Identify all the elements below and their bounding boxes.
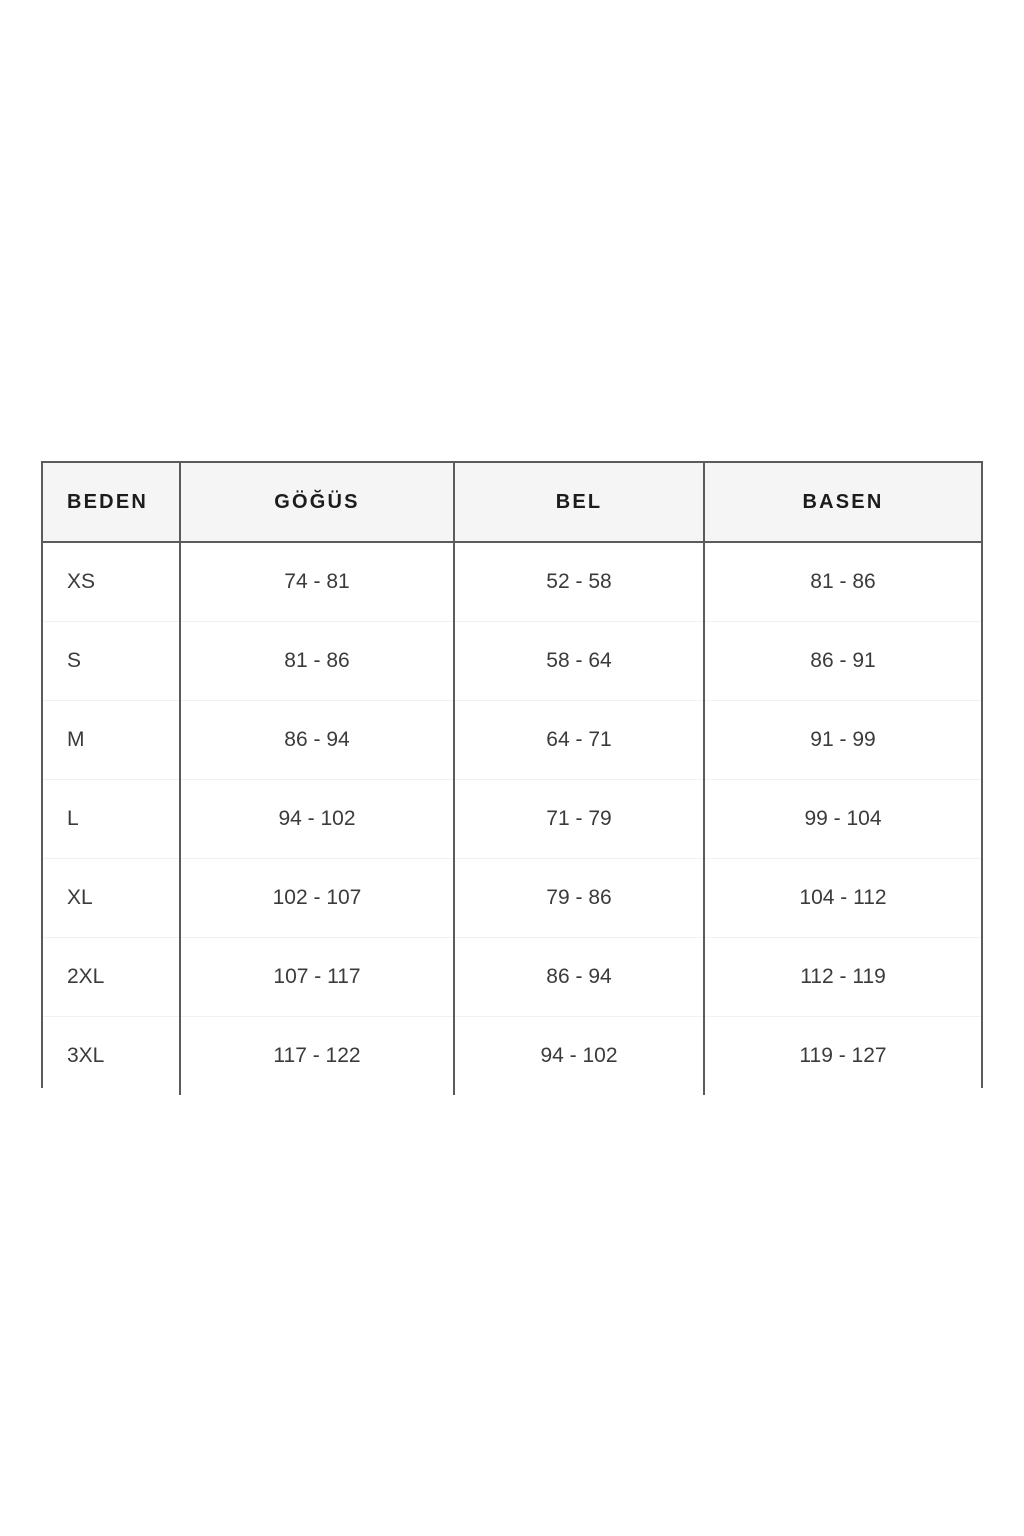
table-row: 2XL 107 - 117 86 - 94 112 - 119 [43,937,981,1017]
table-row: XL 102 - 107 79 - 86 104 - 112 [43,858,981,938]
cell-waist: 71 - 79 [454,779,705,859]
cell-size: L [43,779,181,859]
size-chart-table: BEDEN GÖĞÜS BEL BASEN XS 74 - 81 52 - 58… [43,463,981,1095]
cell-hip: 91 - 99 [704,700,981,780]
table-row: M 86 - 94 64 - 71 91 - 99 [43,700,981,780]
cell-waist: 86 - 94 [454,937,705,1017]
table-row: L 94 - 102 71 - 79 99 - 104 [43,779,981,859]
cell-hip: 119 - 127 [704,1016,981,1095]
table-row: S 81 - 86 58 - 64 86 - 91 [43,621,981,701]
cell-size: S [43,621,181,701]
cell-chest: 102 - 107 [180,858,455,938]
cell-hip: 112 - 119 [704,937,981,1017]
cell-waist: 79 - 86 [454,858,705,938]
cell-size: XS [43,542,181,622]
table-header: BEDEN GÖĞÜS BEL BASEN [43,463,981,543]
column-header-hip: BASEN [704,463,981,543]
size-chart-table-container: BEDEN GÖĞÜS BEL BASEN XS 74 - 81 52 - 58… [41,461,983,1095]
cell-chest: 81 - 86 [180,621,455,701]
cell-chest: 117 - 122 [180,1016,455,1095]
table-row: 3XL 117 - 122 94 - 102 119 - 127 [43,1016,981,1095]
cell-waist: 52 - 58 [454,542,705,622]
table-header-row: BEDEN GÖĞÜS BEL BASEN [43,463,981,543]
cell-chest: 94 - 102 [180,779,455,859]
cell-size: 2XL [43,937,181,1017]
cell-size: 3XL [43,1016,181,1095]
cell-hip: 99 - 104 [704,779,981,859]
cell-chest: 74 - 81 [180,542,455,622]
cell-waist: 94 - 102 [454,1016,705,1095]
cell-chest: 107 - 117 [180,937,455,1017]
cell-waist: 58 - 64 [454,621,705,701]
cell-size: M [43,700,181,780]
table-row: XS 74 - 81 52 - 58 81 - 86 [43,542,981,622]
cell-chest: 86 - 94 [180,700,455,780]
cell-hip: 81 - 86 [704,542,981,622]
cell-hip: 86 - 91 [704,621,981,701]
column-header-waist: BEL [454,463,705,543]
cell-waist: 64 - 71 [454,700,705,780]
table-body: XS 74 - 81 52 - 58 81 - 86 S 81 - 86 58 … [43,542,981,1095]
column-header-chest: GÖĞÜS [180,463,455,543]
column-header-size: BEDEN [43,463,181,543]
cell-hip: 104 - 112 [704,858,981,938]
cell-size: XL [43,858,181,938]
